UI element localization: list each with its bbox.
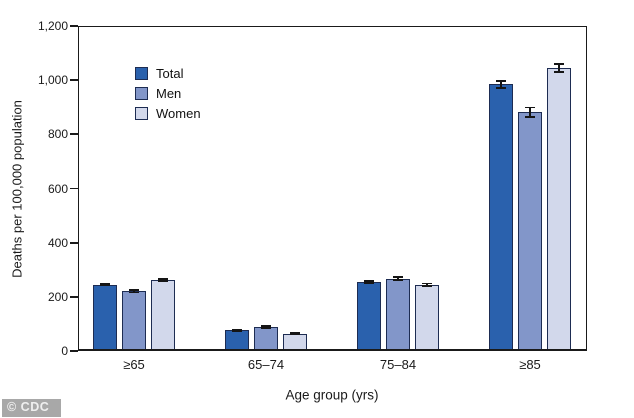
error-bar-cap <box>158 280 168 283</box>
error-bar-cap <box>422 282 432 285</box>
y-tick-label: 400 <box>47 235 68 250</box>
y-axis-tick <box>70 350 78 352</box>
error-bar-total-4 <box>500 80 502 88</box>
y-tick-label: 1,200 <box>37 19 68 33</box>
error-bar-total-3 <box>368 281 370 284</box>
bar-total-4 <box>489 84 513 351</box>
error-bar-cap <box>261 325 271 328</box>
bar-total-3 <box>357 282 381 351</box>
bar-total-1 <box>93 284 117 351</box>
y-axis-tick <box>70 79 78 81</box>
error-bar-cap <box>129 291 139 294</box>
bar-women-2 <box>283 333 307 351</box>
x-tick-label: ≥65 <box>123 357 145 372</box>
error-bar-cap <box>100 284 110 287</box>
y-tick-label: 800 <box>47 127 68 142</box>
y-tick-label: 1,000 <box>37 73 68 88</box>
legend-label: Men <box>156 85 182 101</box>
legend-swatch-women <box>135 106 148 120</box>
error-bar-cap <box>393 279 403 282</box>
legend-item-total: Total <box>135 63 201 83</box>
bar-women-1 <box>151 280 175 351</box>
bar-men-4 <box>518 112 542 351</box>
legend-label: Total <box>156 65 184 81</box>
error-bar-cap <box>158 278 168 280</box>
y-axis-tick <box>70 133 78 136</box>
bar-men-2 <box>254 327 278 351</box>
x-axis-title: Age group (yrs) <box>285 387 379 403</box>
error-bar-cap <box>496 86 506 89</box>
error-bar-cap <box>364 282 374 285</box>
y-tick-label: 600 <box>47 181 68 196</box>
error-bar-cap <box>422 285 432 288</box>
y-axis-title: Deaths per 100,000 population <box>9 100 25 278</box>
error-bar-cap <box>232 328 242 331</box>
legend-label: Women <box>156 105 201 121</box>
legend-swatch-men <box>135 86 148 100</box>
legend-item-women: Women <box>135 103 201 123</box>
error-bar-cap <box>554 63 564 65</box>
error-bar-cap <box>261 327 271 329</box>
error-bar-cap <box>393 276 403 278</box>
x-tick-label: 75–84 <box>379 357 417 372</box>
error-bar-cap <box>232 330 242 333</box>
y-axis-tick <box>70 25 78 27</box>
error-bar-cap <box>290 331 300 334</box>
legend: Total Men Women <box>135 63 201 123</box>
error-bar-cap <box>129 289 139 292</box>
error-bar-cap <box>364 280 374 283</box>
bar-men-1 <box>122 291 146 351</box>
error-bar-cap <box>554 71 564 73</box>
error-bar-men-1 <box>133 290 135 293</box>
y-axis-tick <box>70 187 78 190</box>
error-bar-cap <box>525 115 535 118</box>
error-bar-men-4 <box>529 107 531 117</box>
x-tick-label: 65–74 <box>247 357 285 372</box>
x-tick-label: ≥85 <box>519 357 541 372</box>
error-bar-men-3 <box>397 277 399 281</box>
y-tick-label: 0 <box>61 344 68 358</box>
bar-men-3 <box>386 278 410 351</box>
y-tick-label: 200 <box>47 289 68 304</box>
legend-swatch-total <box>135 66 148 80</box>
error-bar-cap <box>496 79 506 82</box>
error-bar-cap <box>525 106 535 109</box>
legend-item-men: Men <box>135 83 201 103</box>
error-bar-women-4 <box>558 63 560 73</box>
cdc-watermark: © CDC <box>2 399 62 417</box>
bar-women-3 <box>415 284 439 351</box>
bar-total-2 <box>225 330 249 351</box>
error-bar-cap <box>290 333 300 336</box>
bar-women-4 <box>547 67 571 351</box>
y-axis-tick <box>70 241 78 244</box>
error-bar-cap <box>100 283 110 285</box>
error-bar-women-1 <box>162 278 164 282</box>
y-axis-tick <box>70 295 78 298</box>
error-bar-women-3 <box>426 283 428 287</box>
